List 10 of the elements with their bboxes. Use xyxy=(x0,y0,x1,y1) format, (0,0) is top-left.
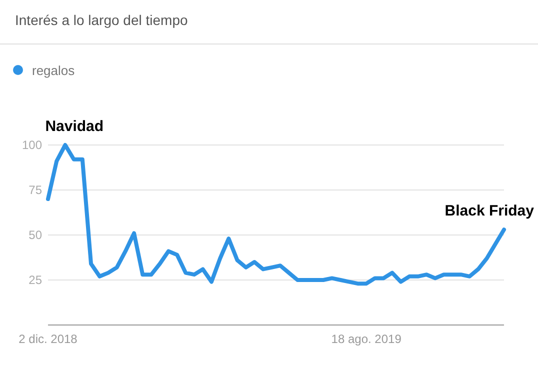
x-tick-label: 2 dic. 2018 xyxy=(18,332,78,346)
annotation: Navidad xyxy=(45,118,104,135)
y-tick-label: 50 xyxy=(28,228,42,242)
annotation: Black Friday xyxy=(444,202,535,220)
x-tick-label: 18 ago. 2019 xyxy=(331,332,402,346)
chart-title: Interés a lo largo del tiempo xyxy=(15,12,188,28)
y-tick-label: 75 xyxy=(28,183,42,197)
legend-label: regalos xyxy=(32,63,76,78)
y-tick-label: 25 xyxy=(28,273,42,287)
y-tick-label: 100 xyxy=(22,138,42,152)
